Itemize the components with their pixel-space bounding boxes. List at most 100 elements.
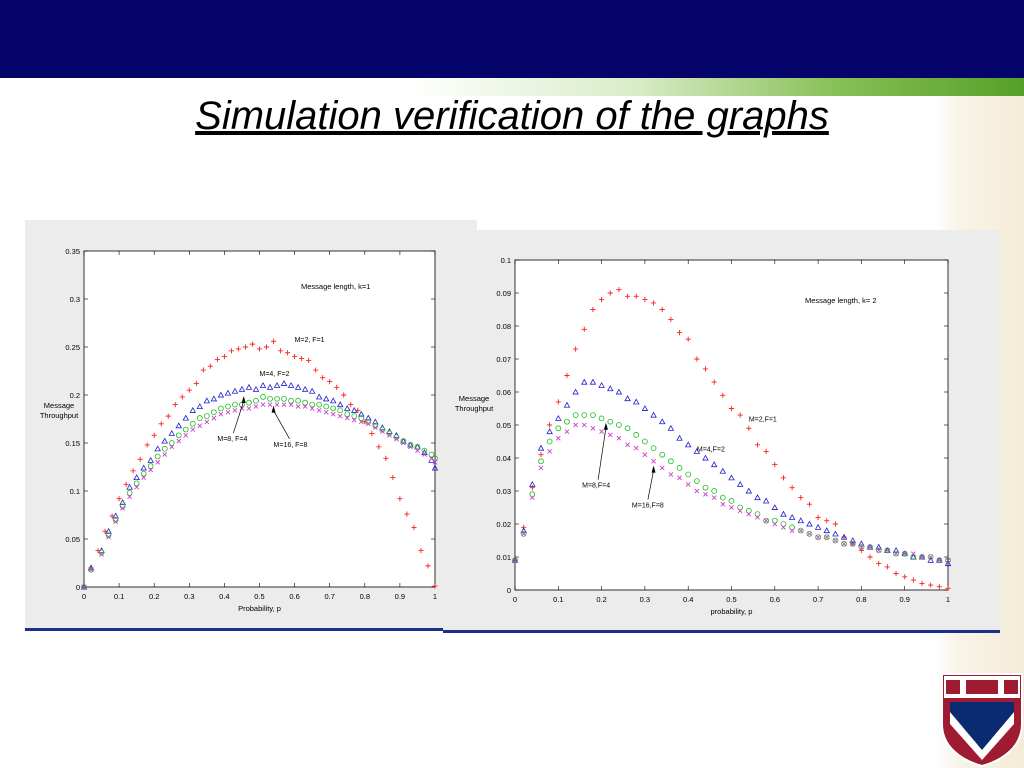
series-label: M=8,F=4 [582, 483, 610, 490]
data-point [581, 422, 587, 428]
data-point [408, 444, 413, 450]
data-point [780, 510, 787, 517]
data-point [274, 395, 280, 402]
y-tick-label: 0.1 [70, 487, 80, 496]
data-point [172, 402, 178, 408]
data-point [315, 393, 323, 400]
data-point [432, 459, 438, 465]
data-point [806, 520, 813, 527]
data-point [702, 366, 709, 372]
data-point [832, 530, 839, 537]
y-tick-label: 0 [76, 583, 80, 592]
y-tick-label: 0.08 [496, 322, 511, 331]
data-point [902, 574, 908, 580]
data-point [126, 490, 133, 496]
data-point [351, 413, 358, 419]
data-point [158, 421, 164, 427]
data-point [397, 496, 403, 502]
data-point [196, 415, 203, 421]
data-point [625, 442, 630, 448]
chart-annotation: Message length, k= 2 [805, 296, 877, 305]
data-point [763, 448, 769, 454]
data-point [789, 485, 795, 491]
header-bar [0, 0, 1024, 78]
data-point [815, 534, 821, 540]
y-tick-label: 0.2 [70, 391, 80, 400]
data-point [168, 429, 176, 436]
data-point [781, 524, 786, 530]
data-point [573, 346, 579, 352]
data-point [175, 422, 183, 429]
data-point [910, 554, 917, 560]
data-point [313, 367, 319, 373]
x-tick-label: 0.6 [770, 595, 780, 604]
data-point [815, 514, 821, 520]
plot-area [83, 250, 436, 588]
data-point [642, 452, 648, 458]
data-point [280, 380, 288, 386]
data-point [288, 402, 294, 407]
data-point [281, 395, 287, 402]
data-point [141, 475, 147, 480]
y-tick-label: 0.35 [65, 247, 80, 256]
data-point [728, 474, 735, 481]
label-arrow [597, 427, 607, 480]
data-point [547, 422, 553, 428]
data-point [267, 395, 273, 402]
data-point [563, 401, 571, 408]
data-point [728, 405, 735, 412]
data-point [849, 537, 857, 543]
data-point [745, 507, 752, 514]
data-point [633, 445, 639, 451]
data-point [231, 387, 239, 394]
data-point [892, 546, 900, 553]
data-point [379, 429, 385, 434]
data-point [334, 384, 340, 390]
data-point [537, 444, 545, 451]
data-point [116, 496, 122, 502]
data-point [253, 404, 259, 409]
data-point [919, 554, 925, 560]
data-point [616, 287, 622, 293]
data-point [383, 455, 389, 461]
data-point [193, 380, 199, 387]
series-label: M=2,F=1 [749, 417, 777, 424]
x-tick-label: 0 [513, 595, 517, 604]
data-point [589, 378, 597, 385]
x-tick-label: 0.2 [596, 595, 606, 604]
data-point [341, 392, 347, 398]
y-axis-label: Message [459, 394, 489, 403]
data-point [824, 518, 830, 524]
data-point [936, 584, 942, 590]
x-tick-label: 0.9 [395, 592, 405, 601]
data-point [189, 420, 196, 427]
x-tick-label: 0.3 [640, 595, 650, 604]
data-point [780, 521, 787, 527]
data-point [823, 534, 830, 541]
data-point [928, 582, 934, 588]
data-point [807, 531, 812, 537]
data-point [295, 397, 301, 404]
data-point [590, 306, 596, 313]
data-point [928, 554, 934, 560]
data-point [242, 344, 249, 350]
data-point [659, 451, 666, 458]
data-point [186, 387, 192, 393]
data-point [348, 402, 354, 408]
data-point [737, 412, 743, 418]
data-point [694, 356, 700, 362]
series-label: M=8, F=4 [217, 436, 247, 443]
data-point [327, 378, 333, 385]
y-axis-label: Throughput [455, 404, 494, 413]
university-shield-logo [941, 673, 1023, 768]
data-point [224, 389, 232, 396]
data-point [390, 474, 396, 481]
data-point [81, 584, 87, 590]
data-point [746, 511, 752, 517]
data-point [217, 391, 225, 398]
data-point [520, 527, 527, 534]
data-point [936, 557, 943, 564]
data-point [415, 448, 420, 454]
data-point [659, 465, 665, 471]
data-point [867, 544, 873, 550]
